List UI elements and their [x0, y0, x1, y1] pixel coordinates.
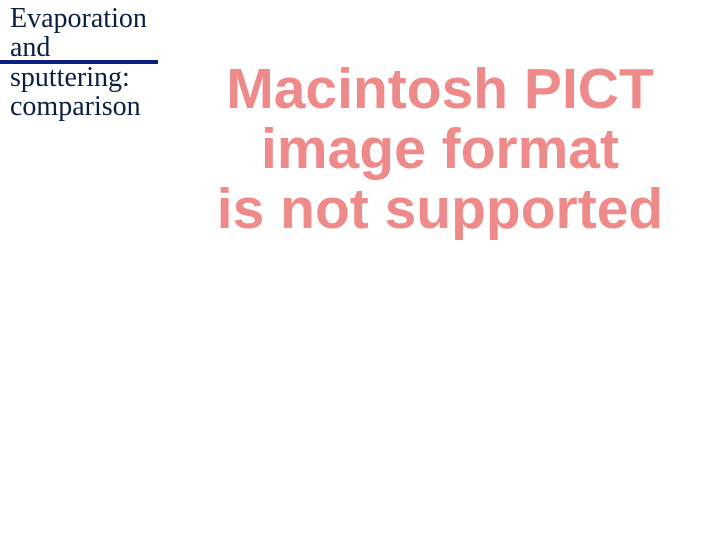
pict-error-line-1: Macintosh PICT	[170, 60, 710, 120]
pict-error-line-2: image format	[170, 120, 710, 180]
slide: Evaporation and sputtering: comparison M…	[0, 0, 720, 540]
pict-error-block: Macintosh PICT image format is not suppo…	[170, 60, 710, 240]
pict-error-line-3: is not supported	[170, 180, 710, 240]
title-underline-rule	[0, 60, 158, 64]
